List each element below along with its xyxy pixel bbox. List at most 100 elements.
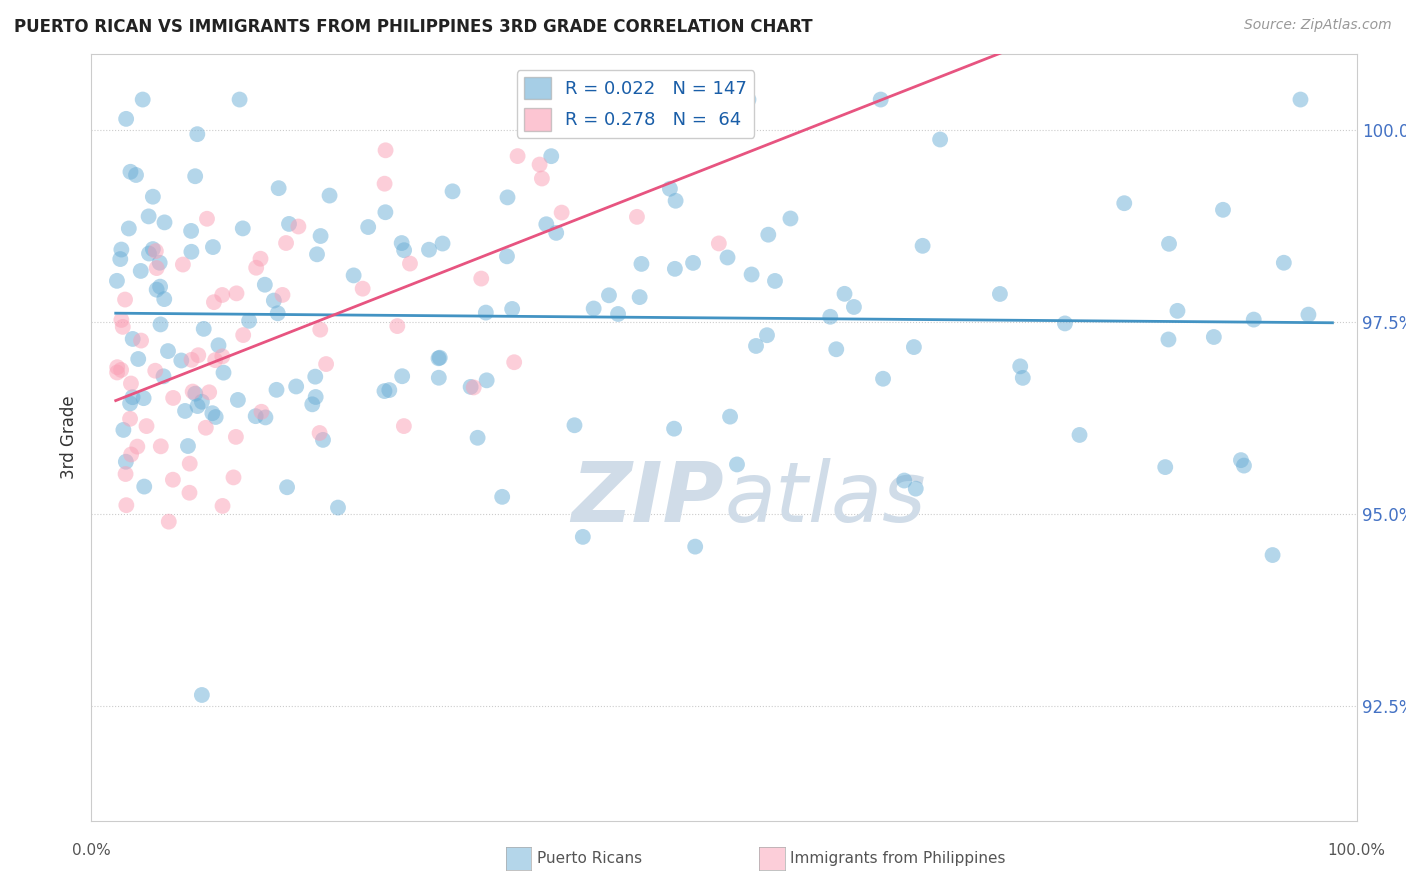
Point [1272, 256, 1295, 270]
Text: Puerto Ricans: Puerto Ricans [537, 852, 643, 866]
Point [1243, 312, 1265, 326]
Point [662, 422, 685, 436]
Point [179, 485, 201, 500]
Point [149, 256, 172, 270]
Point [129, 334, 152, 348]
Point [204, 409, 226, 424]
Point [225, 430, 247, 444]
Point [145, 261, 167, 276]
Text: atlas: atlas [724, 458, 925, 539]
Point [309, 323, 332, 337]
Point [352, 282, 374, 296]
Point [530, 171, 553, 186]
Point [181, 384, 204, 399]
Point [343, 268, 366, 283]
Point [491, 490, 513, 504]
Point [427, 351, 450, 366]
Point [228, 93, 250, 107]
Point [718, 409, 741, 424]
Point [725, 458, 748, 472]
Point [305, 390, 328, 404]
Point [304, 369, 326, 384]
Point [110, 363, 132, 377]
Point [825, 343, 848, 357]
Point [607, 307, 630, 321]
Point [184, 169, 207, 184]
Point [121, 332, 143, 346]
Point [156, 344, 179, 359]
Point [392, 243, 415, 257]
Point [120, 447, 142, 461]
Point [820, 310, 842, 324]
Point [904, 482, 927, 496]
Legend: R = 0.022   N = 147, R = 0.278   N =  64: R = 0.022 N = 147, R = 0.278 N = 64 [516, 70, 755, 137]
Point [143, 364, 166, 378]
Point [211, 288, 233, 302]
Point [285, 379, 308, 393]
Point [716, 251, 738, 265]
Text: Source: ZipAtlas.com: Source: ZipAtlas.com [1244, 18, 1392, 32]
Point [138, 210, 160, 224]
Point [110, 252, 132, 266]
Point [392, 419, 415, 434]
Point [683, 540, 706, 554]
Point [1212, 202, 1234, 217]
Point [496, 190, 519, 204]
Point [245, 409, 267, 424]
Point [988, 287, 1011, 301]
Text: ZIP: ZIP [571, 458, 724, 539]
Text: PUERTO RICAN VS IMMIGRANTS FROM PHILIPPINES 3RD GRADE CORRELATION CHART: PUERTO RICAN VS IMMIGRANTS FROM PHILIPPI… [14, 18, 813, 36]
Point [245, 260, 267, 275]
Point [467, 431, 489, 445]
Point [142, 190, 165, 204]
Point [1011, 371, 1033, 385]
Point [157, 515, 180, 529]
Point [1069, 428, 1091, 442]
Point [626, 210, 648, 224]
Point [1154, 460, 1177, 475]
Point [624, 98, 647, 112]
Point [125, 168, 148, 182]
Point [312, 433, 335, 447]
Point [142, 242, 165, 256]
Point [238, 314, 260, 328]
Point [187, 348, 209, 362]
Point [180, 224, 202, 238]
Point [250, 405, 273, 419]
Point [195, 211, 218, 226]
Point [127, 351, 149, 366]
Point [232, 221, 254, 235]
Point [665, 194, 688, 208]
Point [432, 236, 454, 251]
Point [374, 205, 396, 219]
Point [441, 185, 464, 199]
Point [120, 412, 142, 426]
Point [1114, 196, 1136, 211]
Text: 0.0%: 0.0% [72, 843, 111, 858]
Point [153, 292, 176, 306]
Point [911, 239, 934, 253]
Point [198, 385, 221, 400]
Point [105, 360, 128, 375]
Point [1261, 548, 1284, 562]
Point [120, 376, 142, 391]
Point [536, 217, 558, 231]
Point [174, 404, 197, 418]
Point [475, 305, 498, 319]
Point [1298, 308, 1320, 322]
Point [254, 410, 277, 425]
Point [756, 227, 779, 242]
Point [170, 353, 193, 368]
Point [308, 425, 330, 440]
Point [114, 293, 136, 307]
Point [212, 366, 235, 380]
Point [180, 352, 202, 367]
Point [118, 221, 141, 235]
Point [287, 219, 309, 234]
Point [326, 500, 349, 515]
Point [737, 93, 759, 107]
Text: Immigrants from Philippines: Immigrants from Philippines [790, 852, 1005, 866]
Point [1230, 453, 1253, 467]
Point [763, 274, 786, 288]
Point [550, 205, 572, 219]
